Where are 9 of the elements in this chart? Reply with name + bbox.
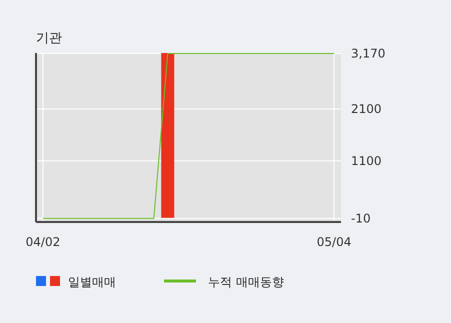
x-tick-label: 04/02 [26,235,60,249]
y-tick-label: -10 [351,211,371,226]
y-tick-label: 3,170 [351,46,386,61]
x-tick-label: 05/04 [316,235,352,249]
y-tick-label: 2100 [351,102,382,116]
legend-label: 누적 매매동향 [208,275,284,289]
legend-label: 일별매매 [68,275,116,289]
chart-title: 기관 [36,31,62,46]
y-tick-label: 1100 [351,154,382,168]
